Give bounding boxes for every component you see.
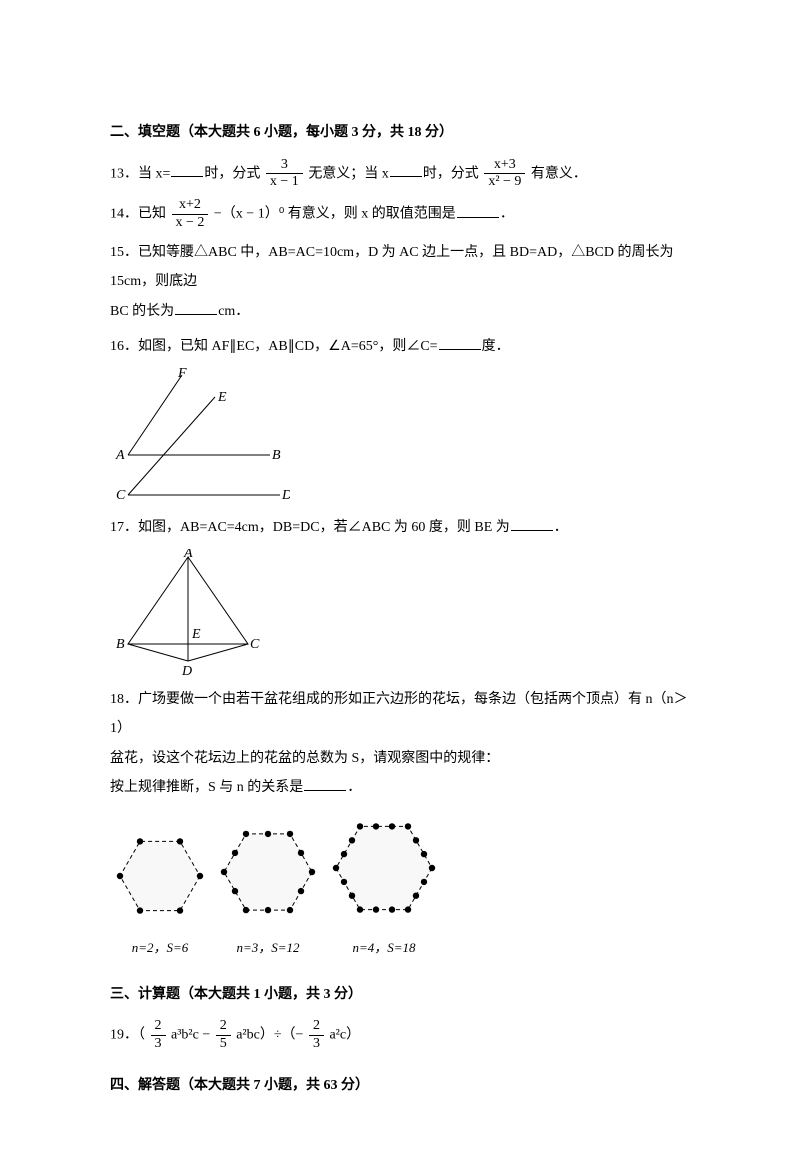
question-19: 19．（ 2 3 a³b²c − 2 5 a²bc）÷（− 2 3 a²c） (110, 1018, 690, 1053)
q17-suffix: ． (554, 520, 568, 535)
q18-text-3: 按上规律推断，S 与 n 的关系是 (110, 780, 303, 795)
q14-text-2: −（x − 1）⁰ 有意义，则 x 的取值范围是 (214, 207, 456, 222)
q13-frac1: 3 x − 1 (266, 157, 303, 192)
question-15: 15．已知等腰△ABC 中，AB=AC=10cm，D 为 AC 边上一点，且 B… (110, 238, 690, 326)
hexagon-figure (326, 816, 442, 928)
question-17: 17．如图，AB=AC=4cm，DB=DC，若∠ABC 为 60 度，则 BE … (110, 513, 690, 678)
question-14: 14．已知 x+2 x − 2 −（x − 1）⁰ 有意义，则 x 的取值范围是… (110, 197, 690, 232)
q19-p1: 19．（ (110, 1028, 145, 1043)
q19-frac2: 2 5 (216, 1018, 231, 1053)
figure-17: A B C E D (110, 549, 270, 679)
label-C: C (116, 488, 126, 503)
hexagon-cell: n=4，S=18 (326, 810, 442, 961)
section-solve-title: 四、解答题（本大题共 7 小题，共 63 分） (110, 1073, 690, 1100)
q18-text-2: 盆花，设这个花坛边上的花盆的总数为 S，请观察图中的规律： (110, 744, 690, 773)
hexagon-caption: n=2，S=6 (110, 934, 210, 961)
label-A: A (183, 549, 193, 561)
blank-15 (175, 300, 217, 315)
hexagon-figure (110, 832, 210, 928)
q15-text-1: 15．已知等腰△ABC 中，AB=AC=10cm，D 为 AC 边上一点，且 B… (110, 238, 690, 297)
q13-frac1-den: x − 1 (266, 174, 303, 191)
blank-16 (439, 335, 481, 350)
q14-frac-den: x − 2 (172, 215, 209, 232)
label-F: F (177, 367, 187, 381)
q13-text-1: 13．当 x= (110, 166, 170, 181)
hexagon-figure (214, 824, 322, 928)
label-D: D (281, 488, 290, 503)
q19-f3d: 3 (309, 1036, 324, 1053)
q14-frac: x+2 x − 2 (172, 197, 209, 232)
q19-f3n: 2 (309, 1018, 324, 1036)
section-calc-title: 三、计算题（本大题共 1 小题，共 3 分） (110, 982, 690, 1009)
q13-frac2-den: x² − 9 (484, 174, 525, 191)
label-A: A (115, 448, 125, 463)
q17-text: 17．如图，AB=AC=4cm，DB=DC，若∠ABC 为 60 度，则 BE … (110, 520, 510, 535)
blank-17 (511, 516, 553, 531)
q15-text-3: cm． (218, 304, 249, 319)
hexagon-caption: n=3，S=12 (214, 934, 322, 961)
blank-14 (457, 203, 499, 218)
blank-18 (304, 776, 346, 791)
label-E: E (191, 627, 201, 642)
blank-13a (171, 162, 203, 177)
q16-suffix: 度． (482, 339, 510, 354)
q14-text-1: 14．已知 (110, 207, 166, 222)
question-16: 16．如图，已知 AF∥EC，AB∥CD，∠A=65°，则∠C= 度． F E A… (110, 332, 690, 507)
hexagon-cell: n=3，S=12 (214, 818, 322, 961)
q19-f2d: 5 (216, 1036, 231, 1053)
label-D: D (181, 664, 192, 679)
q13-text-5: 有意义． (531, 166, 587, 181)
q19-f1d: 3 (151, 1036, 166, 1053)
hexagon-cell: n=2，S=6 (110, 826, 210, 961)
q13-text-4: 时，分式 (423, 166, 479, 181)
q19-frac3: 2 3 (309, 1018, 324, 1053)
figure-16: F E A B C D (110, 367, 290, 507)
section-fill-title: 二、填空题（本大题共 6 小题，每小题 3 分，共 18 分） (110, 120, 690, 147)
question-18: 18．广场要做一个由若干盆花组成的形如正六边形的花坛，每条边（包括两个顶点）有 … (110, 685, 690, 962)
q16-text: 16．如图，已知 AF∥EC，AB∥CD，∠A=65°，则∠C= (110, 339, 438, 354)
label-B: B (272, 448, 281, 463)
hexagon-row: n=2，S=6 n=3，S=12 n=4，S=18 (110, 810, 690, 961)
q13-frac1-num: 3 (266, 157, 303, 175)
q14-frac-num: x+2 (172, 197, 209, 215)
q18-text-1: 18．广场要做一个由若干盆花组成的形如正六边形的花坛，每条边（包括两个顶点）有 … (110, 685, 690, 744)
question-13: 13．当 x= 时，分式 3 x − 1 无意义；当 x 时，分式 x+3 x² −… (110, 157, 690, 192)
q19-p4: a²c） (329, 1028, 360, 1043)
q19-p3: a²bc）÷（− (236, 1028, 303, 1043)
q19-f1n: 2 (151, 1018, 166, 1036)
label-E: E (217, 390, 227, 405)
q15-text-2: BC 的长为 (110, 304, 174, 319)
q13-text-2: 时，分式 (204, 166, 260, 181)
q19-frac1: 2 3 (151, 1018, 166, 1053)
hexagon-caption: n=4，S=18 (326, 934, 442, 961)
q19-f2n: 2 (216, 1018, 231, 1036)
q14-text-3: ． (500, 207, 514, 222)
q13-text-3: 无意义；当 x (308, 166, 389, 181)
q19-p2: a³b²c − (171, 1028, 210, 1043)
blank-13b (390, 162, 422, 177)
q13-frac2-num: x+3 (484, 157, 525, 175)
exam-page: 二、填空题（本大题共 6 小题，每小题 3 分，共 18 分） 13．当 x= 时… (0, 0, 800, 1149)
q18-text-4: ． (347, 780, 361, 795)
label-B: B (116, 637, 125, 652)
q13-frac2: x+3 x² − 9 (484, 157, 525, 192)
label-C: C (250, 637, 260, 652)
